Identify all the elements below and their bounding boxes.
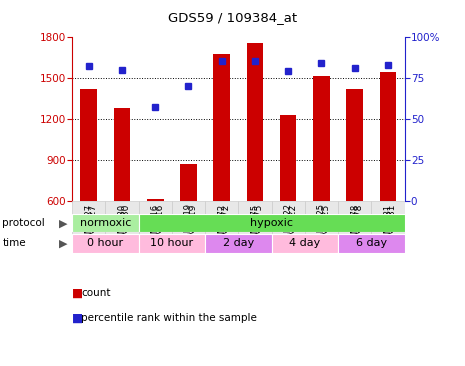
FancyBboxPatch shape: [139, 214, 405, 232]
Bar: [80, 89, 97, 201]
Bar: [346, 89, 363, 201]
Bar: [180, 164, 197, 201]
Text: GSM1227: GSM1227: [89, 203, 98, 247]
FancyBboxPatch shape: [139, 234, 205, 253]
FancyBboxPatch shape: [139, 201, 172, 245]
Text: GSM4181: GSM4181: [384, 203, 392, 244]
FancyBboxPatch shape: [338, 201, 372, 245]
Text: GSM1227: GSM1227: [84, 203, 93, 244]
Text: ■: ■: [72, 312, 83, 325]
Text: normoxic: normoxic: [80, 218, 131, 228]
Text: 6 day: 6 day: [356, 238, 387, 249]
Bar: [147, 198, 164, 201]
Text: GSM4178: GSM4178: [350, 203, 359, 244]
Text: GSM1222: GSM1222: [288, 203, 297, 247]
Text: GSM1216: GSM1216: [151, 203, 159, 244]
Bar: [113, 108, 130, 201]
Bar: [213, 55, 230, 201]
Text: 10 hour: 10 hour: [150, 238, 193, 249]
FancyBboxPatch shape: [305, 201, 338, 245]
Text: GSM1216: GSM1216: [155, 203, 164, 247]
FancyBboxPatch shape: [205, 201, 239, 245]
Text: 4 day: 4 day: [289, 238, 320, 249]
Text: GSM1230: GSM1230: [118, 203, 126, 244]
FancyBboxPatch shape: [205, 234, 272, 253]
Text: GSM1222: GSM1222: [284, 203, 292, 243]
Bar: [280, 115, 297, 201]
Text: percentile rank within the sample: percentile rank within the sample: [81, 313, 257, 324]
Bar: [379, 72, 396, 201]
Text: count: count: [81, 288, 111, 298]
Text: GSM1219: GSM1219: [188, 203, 198, 247]
Text: GSM4178: GSM4178: [355, 203, 364, 247]
Bar: [246, 44, 263, 201]
Text: GDS59 / 109384_at: GDS59 / 109384_at: [168, 11, 297, 24]
FancyBboxPatch shape: [72, 214, 139, 232]
Text: ▶: ▶: [59, 218, 67, 228]
Text: ■: ■: [72, 286, 83, 299]
Text: GSM4181: GSM4181: [388, 203, 397, 247]
Text: GSM1225: GSM1225: [317, 203, 326, 243]
Text: protocol: protocol: [2, 218, 45, 228]
FancyBboxPatch shape: [338, 234, 405, 253]
Text: 2 day: 2 day: [223, 238, 254, 249]
FancyBboxPatch shape: [272, 201, 305, 245]
Bar: [313, 76, 330, 201]
FancyBboxPatch shape: [105, 201, 139, 245]
FancyBboxPatch shape: [72, 234, 139, 253]
FancyBboxPatch shape: [172, 201, 205, 245]
Text: GSM1225: GSM1225: [321, 203, 331, 247]
Text: GSM4172: GSM4172: [222, 203, 231, 247]
Text: time: time: [2, 238, 26, 249]
FancyBboxPatch shape: [272, 234, 338, 253]
Text: GSM4175: GSM4175: [255, 203, 264, 247]
Text: 0 hour: 0 hour: [87, 238, 123, 249]
Text: GSM4175: GSM4175: [251, 203, 259, 244]
Text: GSM1219: GSM1219: [184, 203, 193, 243]
FancyBboxPatch shape: [72, 201, 105, 245]
Text: GSM1230: GSM1230: [122, 203, 131, 247]
FancyBboxPatch shape: [239, 201, 272, 245]
Text: GSM4172: GSM4172: [217, 203, 226, 244]
FancyBboxPatch shape: [372, 201, 405, 245]
Text: ▶: ▶: [59, 238, 67, 249]
Text: hypoxic: hypoxic: [250, 218, 293, 228]
